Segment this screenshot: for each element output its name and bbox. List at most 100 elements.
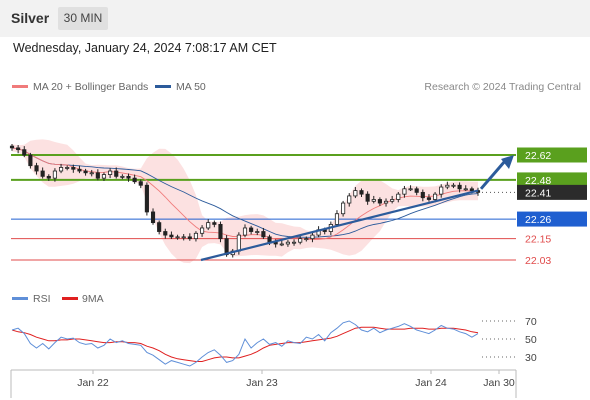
candle [414,186,419,196]
candle-body [469,188,474,191]
candle-body [169,234,174,238]
candle-body [463,188,468,191]
price-tag-22.48-text: 22.48 [525,175,551,187]
price-tag-22.48: 22.48 [517,172,587,188]
x-tick-label: Jan 23 [246,377,278,389]
candle-body [58,167,64,172]
time-axis: Jan 22 Jan 23 Jan 24 Jan 30 [10,369,517,398]
candle-body [353,190,358,197]
rsi-legend-label: RSI [33,293,51,305]
candle-body [304,238,309,241]
candle [408,185,413,191]
candle-body [46,175,51,179]
candle-body [249,227,254,232]
candle [310,232,315,243]
candle-body [16,147,21,151]
candle [95,169,100,181]
candle-body [132,177,137,183]
rsi-line [11,320,479,367]
candle [120,174,125,180]
rsi-ma-legend-swatch [62,297,78,300]
candle-body [267,236,272,243]
target-arrow-shaft [479,160,507,190]
timeframe-button[interactable]: 30 MIN [58,7,108,30]
candle [40,167,45,179]
candle [218,221,223,243]
candle-body [126,175,131,179]
rsi-legend-swatch [12,297,28,300]
candle-body [377,199,382,204]
candle-body [71,167,76,170]
candle [206,219,211,231]
candle [71,164,76,173]
candle-body [390,199,395,202]
price-tag-22.62-box [517,147,587,163]
candle [463,185,468,191]
candle [58,163,64,174]
candle-body [101,174,107,179]
candle [304,236,309,242]
candle-body [77,168,82,172]
copyright-label: Research © 2024 Trading Central [424,81,581,93]
rsi-level-label-30: 30 [525,352,537,364]
candle-body [200,227,205,234]
candle [353,187,358,199]
candle [34,162,39,175]
candle [279,240,284,247]
candle-body [163,231,168,236]
candle [457,182,462,193]
candle [200,225,205,237]
candle-body [65,167,70,169]
price-tag-last-text: 22.41 [525,187,551,199]
candle-body [206,222,211,229]
candle-body [371,199,376,202]
candle [383,198,389,207]
candle [108,168,113,179]
candle-body [187,236,192,240]
candle-body [255,231,260,233]
price-tag-last-box [517,184,587,200]
candle-body [359,190,364,195]
candle-body [22,149,27,156]
candle [445,181,450,190]
candle-body [236,234,241,252]
candle-body [175,236,180,239]
candle-body [414,188,419,193]
candle-body [383,200,389,204]
candle-body [457,184,462,190]
ma20-legend-swatch [12,85,28,88]
target-arrow-head [501,155,514,169]
candle [298,235,303,245]
candle [359,188,364,197]
rsi-level-label-70: 70 [525,316,537,328]
candle [83,168,88,176]
price-tag-22.62: 22.62 [517,147,587,163]
candle-body [445,184,450,188]
candle [390,195,395,204]
candle-body [242,227,248,236]
candle [114,167,119,179]
candle [261,227,266,239]
candle-body [298,238,303,243]
candle [420,189,425,202]
candle [255,228,260,236]
candle [144,182,149,216]
candle-body [144,184,149,213]
rsi-ma-line [11,326,479,362]
price-tag-22.48-box [517,172,587,188]
instrument-title: Silver [11,10,50,26]
candle-body [89,172,94,175]
candle [46,174,51,181]
candle-body [426,197,432,200]
candle-body [285,241,290,245]
candle [138,179,143,189]
candle [249,225,254,235]
candle [285,240,290,247]
candle [101,172,107,181]
candle-body [83,170,88,174]
candle [439,184,444,198]
rsi-panel: 70 50 30 [11,316,537,367]
rsi-ma-legend-label: 9MA [82,293,104,305]
candle [181,234,186,241]
candle [291,239,297,246]
